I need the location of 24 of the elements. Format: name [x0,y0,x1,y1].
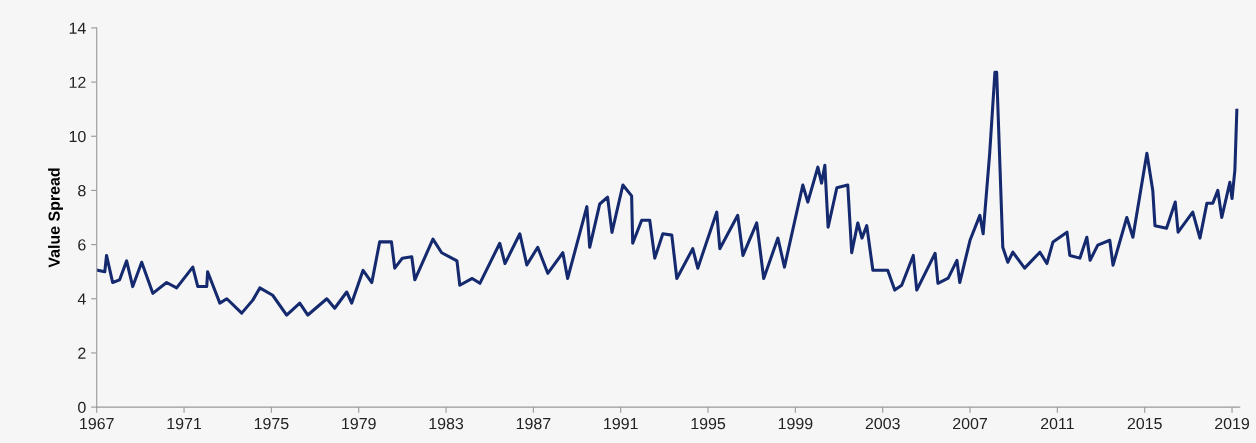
x-tick-label: 2015 [1127,417,1162,430]
x-tick-label: 1987 [516,417,551,430]
x-tick-label: 2007 [953,417,987,430]
x-tick-label: 1979 [342,417,376,430]
x-tick-label: 2019 [1215,417,1250,430]
x-tick-label: 1991 [604,417,638,430]
x-tick-label: 1999 [778,417,813,430]
x-tick-label: 1983 [429,417,464,430]
x-tick-label: 2003 [865,417,900,430]
x-tick-label: 2011 [1040,417,1074,430]
y-tick-label: 0 [78,401,86,414]
y-tick-label: 10 [69,130,86,143]
line-series [96,70,1239,317]
y-axis-title: Value Spread [48,168,63,268]
x-tick-label: 1971 [167,417,202,430]
y-tick-label: 4 [77,293,86,305]
y-tick-label: 2 [78,347,86,359]
y-tick-label: 8 [78,185,86,197]
y-tick-label: 12 [69,76,86,88]
x-tick-label: 1975 [254,417,289,430]
y-tick-label: 14 [69,22,86,34]
y-tick-label: 6 [78,239,86,251]
x-tick-label: 1995 [691,417,726,430]
x-tick-label: 1967 [80,417,114,430]
